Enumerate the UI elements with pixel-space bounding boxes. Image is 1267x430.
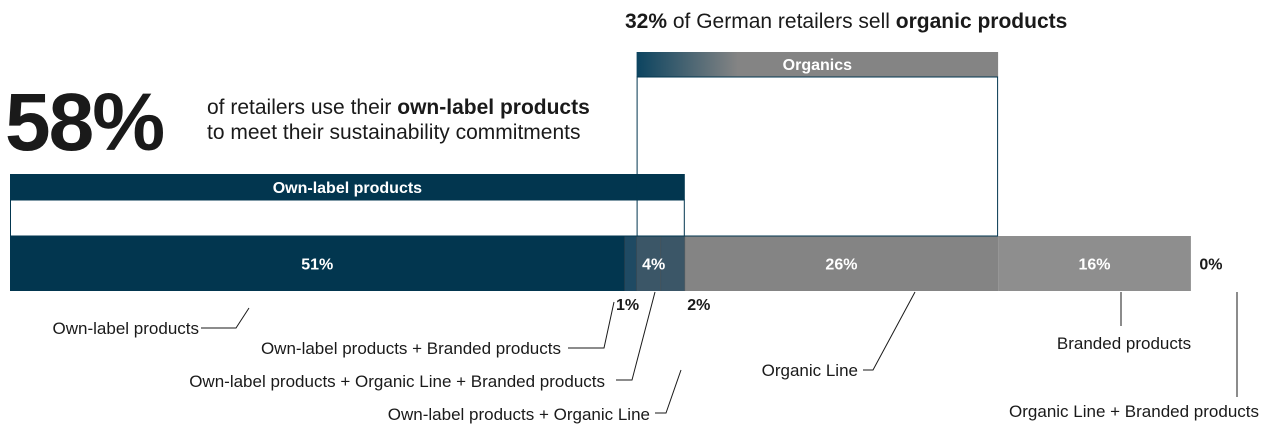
top-headline-bold: organic products: [895, 10, 1068, 33]
leader-line-own-org-brand: [616, 291, 656, 381]
bar-segment-own_brand: [624, 236, 637, 291]
bar-label-org-brand: 0%: [1199, 257, 1222, 274]
headline-line2: to meet their sustainability commitments: [207, 121, 581, 144]
category-label-own: Own-label products: [53, 319, 199, 338]
headline-text: of retailers use their own-label product…: [207, 95, 727, 145]
bar-label-own-org: 2%: [687, 297, 710, 314]
category-label-own-org-brand: Own-label products + Organic Line + Bran…: [189, 372, 605, 391]
bar-label-own: 51%: [301, 257, 333, 274]
top-headline: 32% of German retailers sell organic pro…: [625, 10, 1067, 34]
category-label-own-org: Own-label products + Organic Line: [388, 405, 650, 424]
bracket-own-label-title: Own-label products: [273, 180, 422, 197]
bar-label-brand: 16%: [1078, 257, 1110, 274]
bar-segment-own_org: [660, 236, 685, 291]
bracket-own-label-frame: [10, 199, 685, 237]
category-label-org-brand: Organic Line + Branded products: [1009, 402, 1259, 421]
category-label-own-brand: Own-label products + Branded products: [261, 339, 561, 358]
bracket-organics-frame: [636, 76, 999, 237]
bracket-organics-title: Organics: [783, 57, 852, 74]
leader-line-own-org: [655, 369, 682, 414]
headline-line1-pre: of retailers use their: [207, 96, 398, 119]
bar-label-combined: 4%: [642, 257, 665, 274]
category-label-org: Organic Line: [762, 361, 858, 380]
bar-segment-own: [10, 236, 625, 291]
leader-line-org: [863, 291, 916, 371]
bracket-own-label-header: [10, 174, 685, 200]
leader-line-own: [201, 307, 250, 329]
bracket-organics-header: [636, 52, 999, 77]
bar-segment-own_org_brand: [636, 236, 661, 291]
bar-label-own-brand: 1%: [616, 297, 639, 314]
bar-label-org: 26%: [825, 257, 857, 274]
bar-segment-brand: [998, 236, 1191, 291]
headline-line1-bold: own-label products: [397, 96, 590, 119]
leader-line-own-brand: [568, 301, 615, 349]
top-headline-mid: of German retailers sell: [667, 10, 896, 33]
category-label-brand: Branded products: [1057, 334, 1191, 353]
top-headline-pct: 32%: [625, 10, 668, 33]
headline-big-number: 58%: [5, 77, 165, 168]
bar-segment-org: [684, 236, 999, 291]
